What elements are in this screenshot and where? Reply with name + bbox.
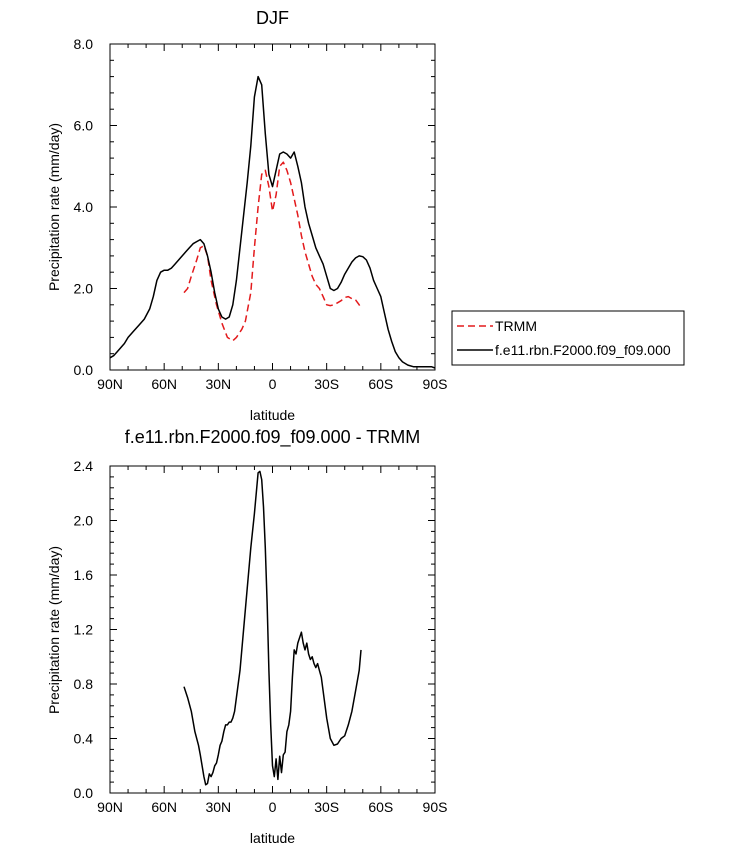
bottom-y-tick-label: 0.4: [74, 731, 94, 747]
bottom-x-tick-label: 30N: [205, 799, 231, 815]
bottom-x-tick-label: 60N: [151, 799, 177, 815]
bottom-y-tick-label: 1.6: [74, 567, 94, 583]
top-series-lines: [109, 75, 436, 369]
bottom-chart-title: f.e11.rbn.F2000.f09_f09.000 - TRMM: [125, 427, 421, 448]
top-y-tick-label: 2.0: [74, 281, 94, 297]
top-series-line-trmm: [183, 161, 362, 342]
top-x-tick-label: 30N: [205, 376, 231, 392]
bottom-panel: f.e11.rbn.F2000.f09_f09.000 - TRMM 90N 60…: [46, 427, 447, 846]
bottom-y-axis-label: Precipitation rate (mm/day): [46, 546, 62, 714]
bottom-x-tick-label: 90S: [423, 799, 448, 815]
bottom-y-tick-label: 0.0: [74, 785, 94, 801]
legend-box: [451, 310, 685, 366]
legend-label-trmm: TRMM: [495, 318, 537, 334]
bottom-x-axis-label: latitude: [250, 830, 295, 846]
top-y-tick-label: 6.0: [74, 118, 94, 134]
top-x-tick-label: 30S: [314, 376, 339, 392]
legend: TRMM f.e11.rbn.F2000.f09_f09.000: [451, 310, 685, 366]
bottom-plot-frame: [109, 465, 436, 794]
legend-label-model: f.e11.rbn.F2000.f09_f09.000: [495, 342, 671, 358]
top-x-tick-label: 90N: [97, 376, 123, 392]
bottom-axes-ticks: 90N 60N 30N 0 30S 60S 90S 0.0 0.4 0.8 1.2 1.6 2.0 2.4: [74, 458, 448, 815]
top-x-tick-label: 90S: [423, 376, 448, 392]
bottom-x-tick-label: 30S: [314, 799, 339, 815]
bottom-x-tick-label: 90N: [97, 799, 123, 815]
top-axes-ticks: 90N 60N 30N 0 30S 60S 90S 0.0 2.0 4.0 6.0 8.0: [74, 36, 448, 392]
bottom-x-tick-label: 60S: [368, 799, 393, 815]
top-chart-title: DJF: [256, 8, 289, 28]
top-x-tick-label: 60S: [368, 376, 393, 392]
top-y-tick-label: 8.0: [74, 36, 94, 52]
bottom-x-tick-label: 0: [269, 799, 277, 815]
top-x-axis-label: latitude: [250, 407, 295, 423]
bottom-y-tick-label: 2.4: [74, 458, 94, 474]
top-y-tick-label: 0.0: [74, 362, 94, 378]
bottom-y-tick-label: 2.0: [74, 513, 94, 529]
bottom-y-tick-label: 0.8: [74, 676, 94, 692]
top-x-tick-label: 60N: [151, 376, 177, 392]
top-x-tick-label: 0: [269, 376, 277, 392]
top-series-line-model: [109, 75, 436, 369]
bottom-series-line-model: [183, 470, 362, 786]
top-y-tick-label: 4.0: [74, 199, 94, 215]
top-y-axis-label: Precipitation rate (mm/day): [46, 123, 62, 291]
bottom-y-tick-label: 1.2: [74, 622, 94, 638]
bottom-series-lines: [183, 470, 362, 786]
top-panel: DJF 90N 60N 30N 0 30S 60S 90S 0.0 2.0 4.0 6.0 8.0 l…: [46, 8, 447, 423]
